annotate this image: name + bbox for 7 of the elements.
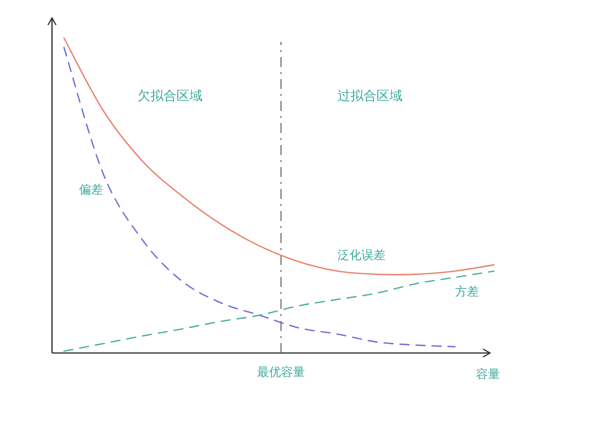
x-axis-title: 容量 (476, 367, 500, 381)
annotation: 过拟合区域 (338, 89, 402, 104)
annotation: 欠拟合区域 (138, 89, 202, 104)
series-label: 偏差 (79, 182, 104, 196)
series-label: 泛化误差 (338, 248, 386, 262)
text: 最优容量 (257, 365, 305, 379)
series-label: 方差 (454, 284, 479, 298)
